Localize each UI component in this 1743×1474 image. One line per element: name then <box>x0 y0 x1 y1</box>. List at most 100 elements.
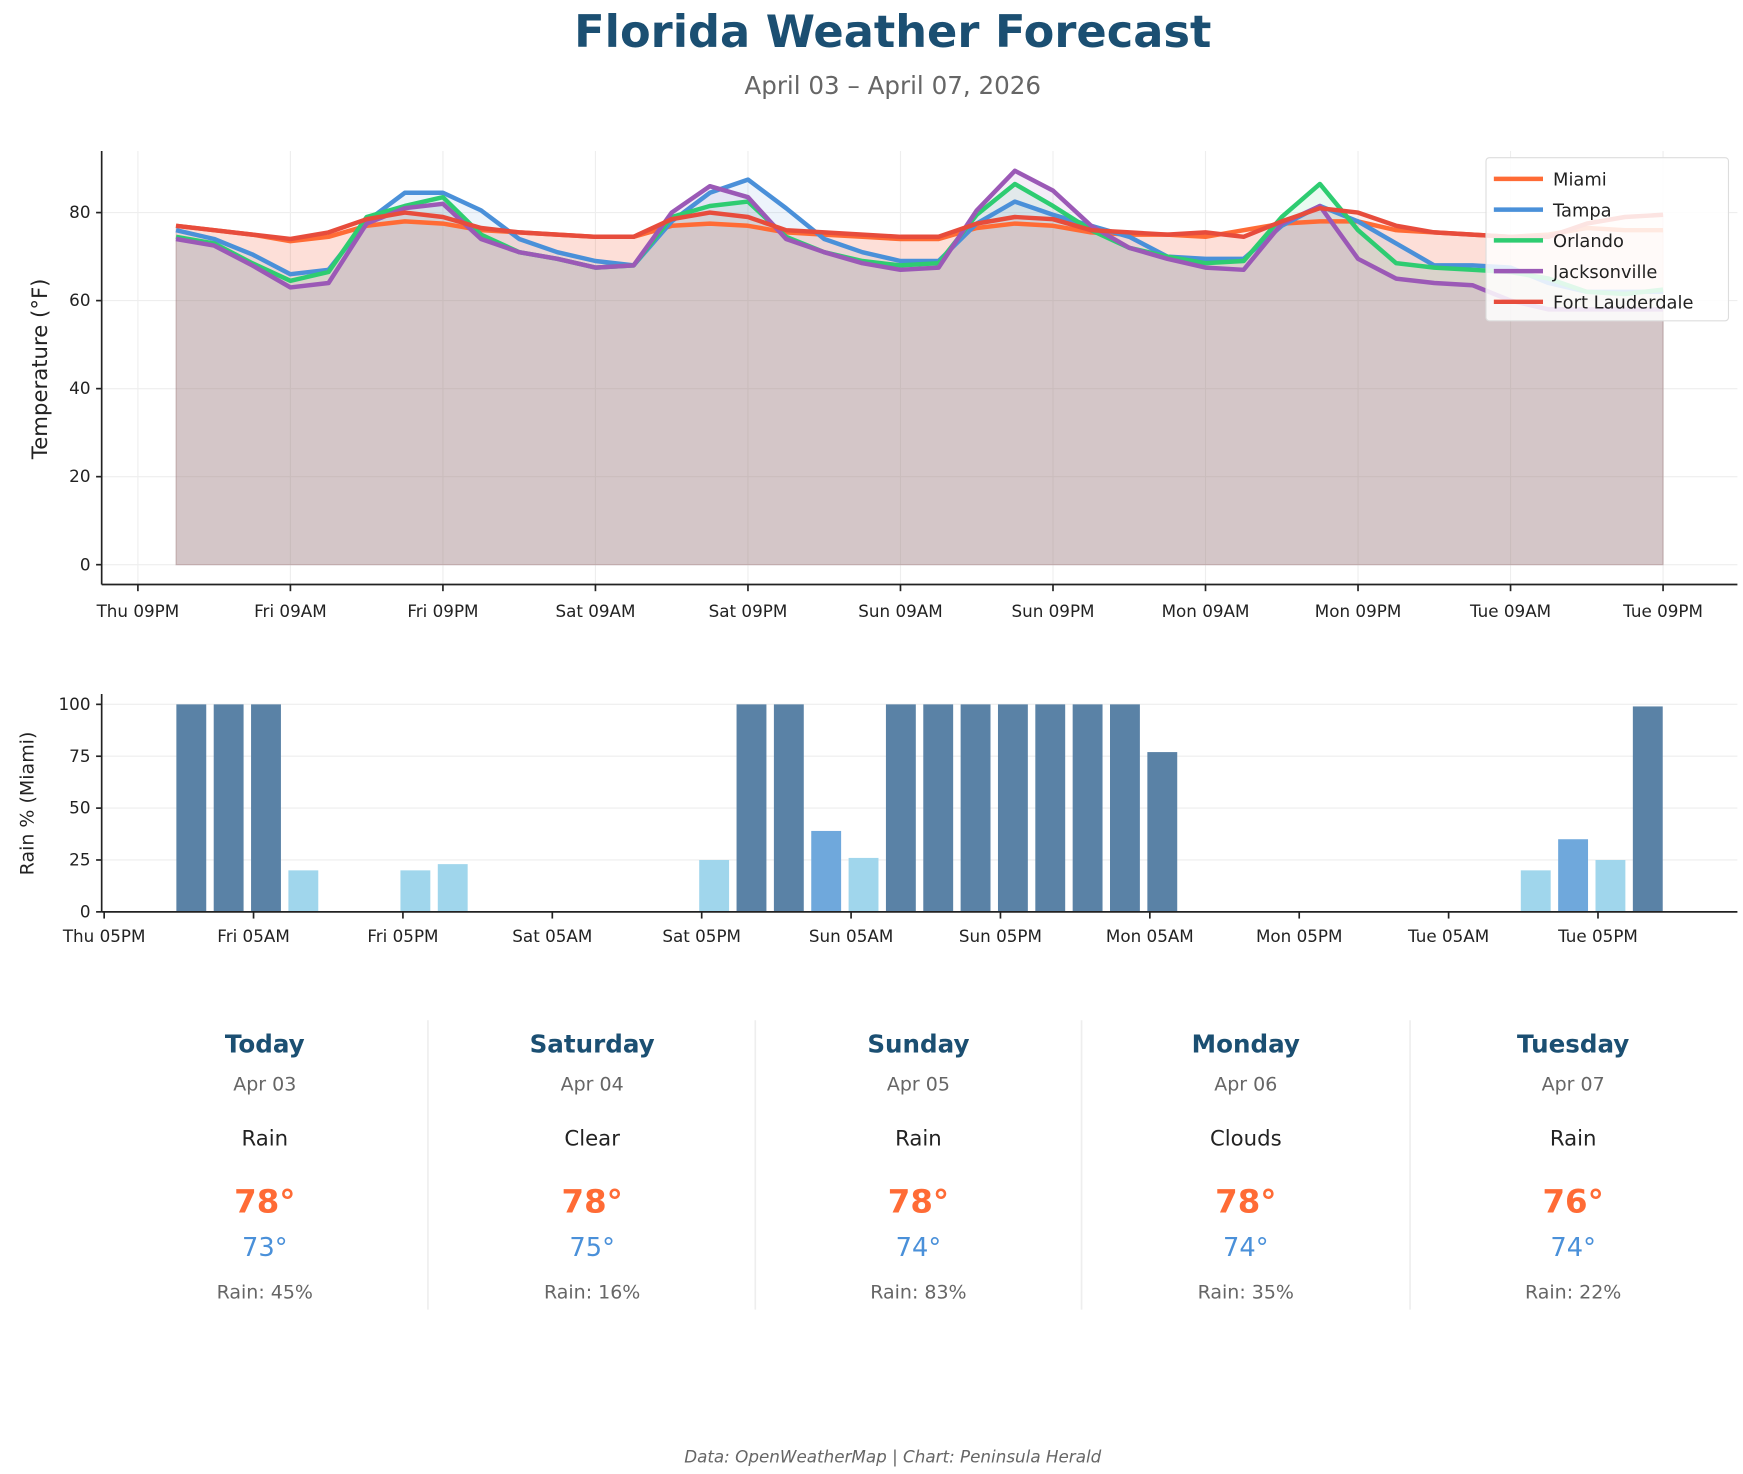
rain-bar <box>1035 704 1066 912</box>
card-high-temp: 78° <box>234 1182 295 1220</box>
figure-title: Florida Weather Forecast <box>574 6 1211 58</box>
rain-bar <box>176 704 207 912</box>
rain-y-label: Rain % (Miami) <box>17 732 39 876</box>
legend: Miami Tampa Orlando Jacksonville Fort Lauder… <box>1485 157 1730 322</box>
card-condition: Rain <box>895 1126 942 1151</box>
figure-subtitle: April 03 – April 07, 2026 <box>744 71 1041 100</box>
temp-line-jacksonville <box>175 168 1664 312</box>
card-date: Apr 06 <box>1214 1074 1277 1096</box>
rain-x-tick-label: Fri 05AM <box>217 926 290 946</box>
rain-bar <box>400 870 431 912</box>
rain-bar <box>1595 859 1626 912</box>
rain-bar <box>736 704 767 912</box>
temp-y-tick-label: 20 <box>69 466 90 486</box>
temp-y-tick-label: 0 <box>80 554 91 574</box>
card-low-temp: 74° <box>896 1233 942 1263</box>
legend-label: Orlando <box>1553 231 1624 252</box>
temp-x-tick-label: Tue 09AM <box>1469 601 1551 621</box>
card-rain-chance: Rain: 83% <box>870 1281 966 1303</box>
temp-x-tick-label: Tue 09PM <box>1622 601 1703 621</box>
rain-x-tick-label: Mon 05PM <box>1256 926 1343 946</box>
card-date: Apr 07 <box>1542 1074 1605 1096</box>
temp-x-tick-label: Fri 09PM <box>407 601 478 621</box>
card-day: Saturday <box>530 1030 655 1059</box>
rain-y-tick-label: 0 <box>80 901 91 921</box>
rain-bar <box>811 830 842 912</box>
rain-bar <box>773 704 804 912</box>
card-date: Apr 03 <box>233 1074 296 1096</box>
temperature-chart: 0 20 40 60 80 Thu 09PM Fri 09AM Fri 09PM Sat 09A… <box>69 150 1738 621</box>
temp-y-tick-label: 40 <box>69 378 90 398</box>
rain-x-tick-label: Fri 05PM <box>367 926 438 946</box>
rain-bar <box>885 704 916 912</box>
card-high-temp: 76° <box>1543 1182 1604 1220</box>
temp-line-fort-lauderdale <box>175 205 1664 242</box>
rain-bar <box>848 857 879 912</box>
rain-x-tick-label: Sat 05PM <box>662 926 741 946</box>
rain-x-tick-label: Tue 05PM <box>1557 926 1638 946</box>
card-day: Today <box>225 1030 305 1059</box>
legend-label: Jacksonville <box>1552 262 1657 283</box>
card-high-temp: 78° <box>888 1182 949 1220</box>
card-day: Monday <box>1192 1030 1300 1059</box>
temp-x-tick-label: Mon 09PM <box>1315 601 1402 621</box>
card-high-temp: 78° <box>1215 1182 1276 1220</box>
rain-y-tick-label: 25 <box>69 850 90 870</box>
temp-x-tick-label: Sat 09PM <box>709 601 788 621</box>
forecast-card-saturday: Saturday Apr 04 Clear 78° 75° Rain: 16% <box>530 1030 655 1304</box>
rain-x-tick-label: Sun 05AM <box>809 926 893 946</box>
rain-bar <box>1632 706 1663 912</box>
rain-y-tick-label: 50 <box>69 798 90 818</box>
card-rain-chance: Rain: 45% <box>217 1281 313 1303</box>
forecast-card-today: Today Apr 03 Rain 78° 73° Rain: 45% <box>217 1030 313 1304</box>
rain-bar <box>1147 752 1178 912</box>
rain-bar <box>437 864 468 912</box>
rain-y-tick-label: 100 <box>59 694 91 714</box>
card-condition: Clouds <box>1210 1126 1282 1151</box>
rain-bar <box>1110 704 1140 912</box>
forecast-card-tuesday: Tuesday Apr 07 Rain 76° 74° Rain: 22% <box>1517 1030 1629 1304</box>
forecast-cards: Today Apr 03 Rain 78° 73° Rain: 45% Saturday Ap… <box>217 1020 1629 1310</box>
rain-bar <box>288 870 319 912</box>
forecast-card-sunday: Sunday Apr 05 Rain 78° 74° Rain: 83% <box>867 1030 969 1304</box>
card-high-temp: 78° <box>562 1182 623 1220</box>
legend-label: Tampa <box>1552 200 1612 221</box>
card-date: Apr 05 <box>887 1074 950 1096</box>
legend-label: Fort Lauderdale <box>1553 293 1693 314</box>
forecast-card-monday: Monday Apr 06 Clouds 78° 74° Rain: 35% <box>1192 1030 1300 1304</box>
temp-line-tampa <box>175 177 1664 295</box>
legend-label: Miami <box>1553 170 1607 191</box>
card-rain-chance: Rain: 16% <box>544 1281 640 1303</box>
rain-bar <box>1520 870 1551 912</box>
card-low-temp: 74° <box>1223 1233 1269 1263</box>
rain-x-tick-label: Sun 05PM <box>959 926 1042 946</box>
temperature-y-label: Temperature (°F) <box>28 279 53 461</box>
rain-chart: 0 25 50 75 100 Thu 05PM Fri 05AM Fri 05PM Sat 05… <box>59 694 1738 946</box>
temp-x-tick-label: Mon 09AM <box>1162 601 1250 621</box>
card-condition: Clear <box>564 1126 620 1151</box>
legend-box <box>1485 157 1730 322</box>
card-low-temp: 74° <box>1550 1233 1596 1263</box>
temp-x-tick-label: Sun 09AM <box>858 601 942 621</box>
card-rain-chance: Rain: 35% <box>1198 1281 1294 1303</box>
card-low-temp: 73° <box>242 1233 288 1263</box>
temp-line-orlando <box>175 181 1664 297</box>
rain-bar <box>960 704 991 912</box>
rain-x-tick-label: Sat 05AM <box>512 926 592 946</box>
card-date: Apr 04 <box>561 1074 624 1096</box>
card-day: Tuesday <box>1517 1030 1629 1059</box>
rain-x-tick-label: Tue 05AM <box>1407 926 1489 946</box>
rain-x-tick-label: Thu 05PM <box>62 926 146 946</box>
rain-bar <box>213 704 244 912</box>
card-day: Sunday <box>867 1030 969 1059</box>
temp-x-tick-label: Sun 09PM <box>1011 601 1094 621</box>
footer-credit: Data: OpenWeatherMap | Chart: Peninsula … <box>684 1447 1101 1467</box>
temp-y-tick-label: 80 <box>69 202 90 222</box>
rain-y-tick-label: 75 <box>69 746 90 766</box>
card-condition: Rain <box>1550 1126 1597 1151</box>
card-rain-chance: Rain: 22% <box>1525 1281 1621 1303</box>
temp-x-tick-label: Fri 09AM <box>254 601 327 621</box>
rain-bar <box>699 859 730 912</box>
rain-bar <box>251 704 281 912</box>
